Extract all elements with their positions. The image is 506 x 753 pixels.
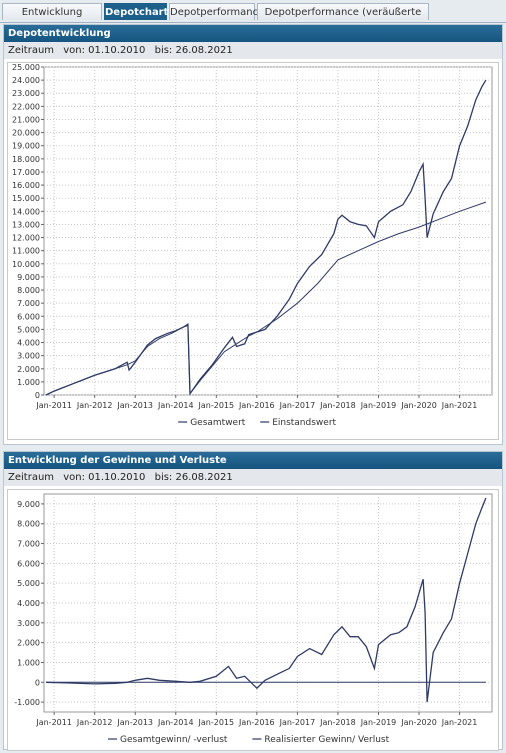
y-tick-label: 0 [35,391,40,400]
y-tick-label: 0 [35,678,40,687]
x-tick-label: Jan-2015 [198,718,235,727]
y-tick-label: 10.000 [12,260,40,269]
x-tick-label: Jan-2018 [319,401,356,410]
date-range: Zeitraum von: 01.10.2010 bis: 26.08.2021 [4,42,502,59]
legend: Gesamtwert Einstandswert [178,418,337,428]
y-tick-label: 1.000 [17,658,40,667]
y-tick-label: 3.000 [17,352,40,361]
y-tick-label: 5.000 [17,579,40,588]
y-tick-label: 17.000 [12,168,40,177]
von-date: von: 01.10.2010 [63,45,146,56]
von-date: von: 01.10.2010 [63,472,146,483]
y-tick-label: 14.000 [12,207,40,216]
x-tick-label: Jan-2016 [238,401,275,410]
plot-area [43,66,493,396]
y-tick-label: 18.000 [12,155,40,164]
x-tick-label: Jan-2021 [441,401,478,410]
y-tick-label: 7.000 [17,540,40,549]
tab-depotperformance[interactable]: Depotperformance [169,3,264,20]
bis-date: bis: 26.08.2021 [154,472,233,483]
zeitraum-label: Zeitraum [8,472,55,483]
x-tick-label: Jan-2013 [116,718,153,727]
tab-depotperformance-veraeusserte[interactable]: Depotperformance (veräußerte Positionen) [257,3,429,35]
y-tick-label: 4.000 [17,339,40,348]
y-tick-label: 7.000 [17,299,40,308]
x-tick-label: Jan-2017 [279,401,316,410]
legend-label: Gesamtgewinn/ -verlust [120,735,228,745]
date-range: Zeitraum von: 01.10.2010 bis: 26.08.2021 [4,469,502,486]
series-line-gesamtgewinn-verlust [45,497,487,703]
y-tick-label: 11.000 [12,247,40,256]
y-tick-label: 22.000 [12,102,40,111]
gewinne-verluste-svg: -1.000 0 1.000 2.000 3.000 4.000 5.000 6.000 7.0… [14,493,493,745]
y-tick-label: 12.000 [12,234,40,243]
x-tick-label: Jan-2017 [279,718,316,727]
x-tick-label: Jan-2015 [198,401,235,410]
chart-depotentwicklung: 0 1.000 2.000 3.000 4.000 5.000 6.000 7.000 8.00… [7,62,499,440]
tab-depotcharts[interactable]: Depotcharts [104,3,174,20]
series-line-einstandswert [45,201,487,396]
y-tick-label: 2.000 [17,639,40,648]
x-tick-label: Jan-2012 [76,718,113,727]
x-tick-label: Jan-2020 [400,401,437,410]
x-tick-label: Jan-2011 [35,401,72,410]
x-tick-label: Jan-2014 [157,718,194,727]
x-tick-label: Jan-2019 [360,401,397,410]
legend-label: Realisierter Gewinn/ Verlust [264,735,389,745]
panel-title: Depotentwicklung [4,25,502,42]
y-tick-label: 16.000 [12,181,40,190]
series-line-gesamtwert [45,79,487,396]
y-tick-label: 1.000 [17,378,40,387]
y-tick-label: 9.000 [17,273,40,282]
tab-bar: Entwicklung Depotwerte Depotcharts Depot… [0,0,506,35]
y-tick-label: 4.000 [17,599,40,608]
y-tick-label: -1.000 [14,698,40,707]
legend-label: Einstandswert [272,418,336,428]
zeitraum-label: Zeitraum [8,45,55,56]
bis-date: bis: 26.08.2021 [154,45,233,56]
chart-gewinne-verluste: -1.000 0 1.000 2.000 3.000 4.000 5.000 6.000 7.0… [7,489,499,751]
y-tick-label: 5.000 [17,325,40,334]
y-tick-label: 6.000 [17,559,40,568]
depotentwicklung-svg: 0 1.000 2.000 3.000 4.000 5.000 6.000 7.000 8.00… [12,63,493,428]
x-tick-label: Jan-2018 [319,718,356,727]
y-tick-label: 20.000 [12,129,40,138]
x-tick-label: Jan-2011 [35,718,72,727]
x-tick-label: Jan-2014 [157,401,194,410]
plot-area [43,493,493,713]
panel-gewinne-verluste: Entwicklung der Gewinne und Verluste Zei… [3,451,503,751]
y-tick-label: 2.000 [17,365,40,374]
y-tick-label: 6.000 [17,312,40,321]
y-tick-label: 25.000 [12,63,40,72]
y-tick-label: 15.000 [12,194,40,203]
y-tick-label: 8.000 [17,286,40,295]
y-tick-label: 13.000 [12,220,40,229]
y-tick-label: 21.000 [12,115,40,124]
x-tick-label: Jan-2019 [360,718,397,727]
x-tick-label: Jan-2021 [441,718,478,727]
legend-label: Gesamtwert [190,418,246,428]
y-tick-label: 8.000 [17,520,40,529]
panel-depotentwicklung: Depotentwicklung Zeitraum von: 01.10.201… [3,24,503,445]
x-tick-label: Jan-2013 [116,401,153,410]
x-tick-label: Jan-2012 [76,401,113,410]
tab-entwicklung-depotwerte[interactable]: Entwicklung Depotwerte [2,3,102,35]
y-tick-label: 23.000 [12,89,40,98]
y-tick-label: 9.000 [17,500,40,509]
y-tick-label: 19.000 [12,142,40,151]
y-tick-label: 3.000 [17,619,40,628]
x-tick-label: Jan-2016 [238,718,275,727]
legend: Gesamtgewinn/ -verlust Realisierter Gewin… [108,735,390,745]
y-tick-label: 24.000 [12,76,40,85]
x-tick-label: Jan-2020 [400,718,437,727]
panel-title: Entwicklung der Gewinne und Verluste [4,452,502,469]
